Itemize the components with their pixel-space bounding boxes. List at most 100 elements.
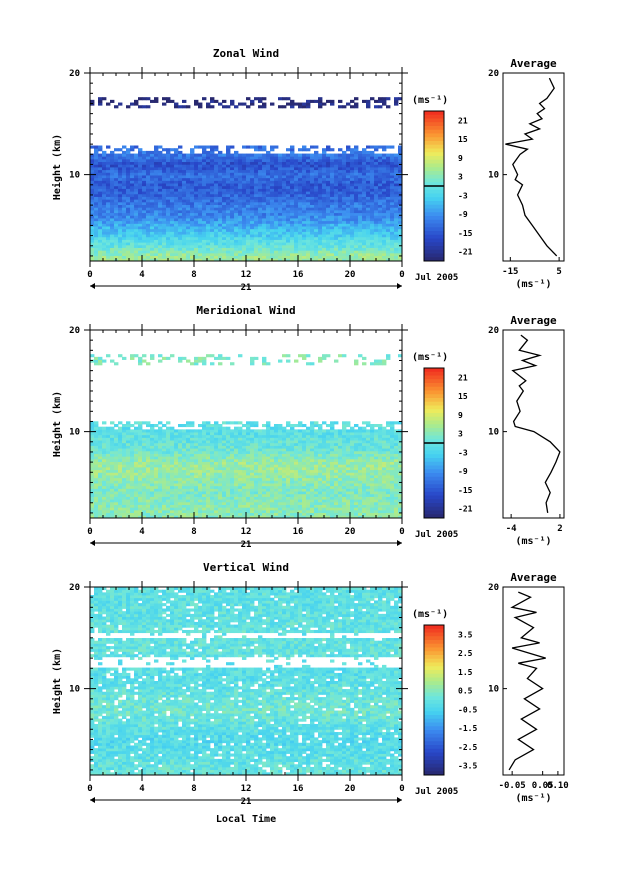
heatmap-cell bbox=[314, 252, 319, 257]
heatmap-cell bbox=[190, 196, 195, 200]
heatmap-cell bbox=[138, 207, 143, 211]
heatmap-cell bbox=[266, 158, 271, 163]
heatmap-cell bbox=[286, 244, 291, 248]
heatmap-cell bbox=[290, 193, 295, 197]
heatmap-cell bbox=[266, 207, 271, 211]
heatmap-cell bbox=[354, 145, 359, 149]
heatmap-cell bbox=[314, 496, 319, 500]
heatmap-cell bbox=[338, 209, 343, 214]
heatmap-cell bbox=[390, 169, 395, 173]
heatmap-cell bbox=[226, 153, 231, 157]
heatmap-cell bbox=[258, 504, 263, 508]
heatmap-cell bbox=[218, 512, 223, 516]
heatmap-cell bbox=[182, 488, 187, 492]
heatmap-cell bbox=[386, 196, 391, 200]
heatmap-cell bbox=[190, 223, 195, 227]
heatmap-cell bbox=[258, 218, 263, 222]
heatmap-cell bbox=[334, 242, 339, 246]
heatmap-cell bbox=[122, 223, 127, 227]
heatmap-cell bbox=[378, 204, 383, 208]
heatmap-cell bbox=[290, 185, 295, 189]
heatmap-cell bbox=[110, 161, 115, 165]
heatmap-cell bbox=[198, 234, 203, 238]
heatmap-cell bbox=[262, 491, 267, 495]
heatmap-cell bbox=[398, 255, 403, 259]
heatmap-cell bbox=[246, 483, 251, 487]
heatmap-cell bbox=[178, 488, 183, 492]
heatmap-cell bbox=[350, 196, 355, 200]
heatmap-cell bbox=[338, 99, 343, 103]
heatmap-cell bbox=[254, 193, 259, 197]
heatmap-cell bbox=[226, 180, 231, 184]
heatmap-cell bbox=[262, 234, 267, 238]
heatmap-cell bbox=[394, 236, 399, 240]
heatmap-cell bbox=[230, 258, 235, 262]
heatmap-cell bbox=[170, 491, 175, 495]
heatmap-cell bbox=[346, 145, 351, 149]
heatmap-cell bbox=[222, 236, 227, 240]
heatmap-cell bbox=[162, 234, 167, 238]
heatmap-cell bbox=[106, 507, 111, 511]
heatmap-cell bbox=[278, 252, 283, 257]
heatmap-cell bbox=[122, 201, 127, 205]
heatmap-cell bbox=[158, 488, 163, 492]
y-axis-label: Height (km) bbox=[51, 134, 63, 200]
heatmap-cell bbox=[166, 97, 171, 101]
heatmap-cell bbox=[130, 220, 135, 224]
heatmap-cell bbox=[314, 207, 319, 211]
heatmap-cell bbox=[370, 183, 375, 187]
heatmap-cell bbox=[378, 483, 383, 487]
heatmap-cell bbox=[106, 215, 111, 219]
heatmap-cell bbox=[122, 515, 127, 519]
heatmap-cell bbox=[390, 491, 395, 495]
heatmap-cell bbox=[358, 158, 363, 163]
heatmap-cell bbox=[298, 475, 303, 479]
heatmap-cell bbox=[274, 207, 279, 211]
heatmap-cell bbox=[322, 483, 327, 487]
heatmap-cell bbox=[378, 258, 383, 262]
heatmap-cell bbox=[194, 469, 199, 473]
heatmap-cell bbox=[206, 177, 211, 181]
heatmap-cell bbox=[218, 231, 223, 235]
heatmap-cell bbox=[138, 105, 143, 109]
heatmap-cell bbox=[342, 201, 347, 205]
heatmap-cell bbox=[398, 228, 403, 232]
heatmap-cell bbox=[318, 509, 323, 514]
heatmap-cell bbox=[162, 255, 167, 259]
heatmap-cell bbox=[206, 466, 211, 471]
heatmap-cell bbox=[318, 236, 323, 240]
heatmap-cell bbox=[110, 236, 115, 240]
heatmap-cell bbox=[174, 512, 179, 516]
heatmap-cell bbox=[394, 188, 399, 192]
heatmap-cell bbox=[106, 234, 111, 238]
heatmap-cell bbox=[226, 504, 231, 508]
heatmap-cell bbox=[198, 228, 203, 232]
heatmap-cell bbox=[374, 148, 379, 152]
heatmap-cell bbox=[362, 501, 367, 505]
heatmap-cell bbox=[142, 244, 147, 248]
heatmap-cell bbox=[122, 199, 127, 203]
heatmap-cell bbox=[250, 236, 255, 240]
heatmap-cell bbox=[346, 191, 351, 195]
heatmap-cell bbox=[134, 212, 139, 216]
heatmap-cell bbox=[186, 483, 191, 487]
heatmap-cell bbox=[134, 145, 139, 149]
heatmap-cell bbox=[326, 183, 331, 187]
heatmap-cell bbox=[110, 483, 115, 487]
heatmap-cell bbox=[142, 488, 147, 492]
heatmap-cell bbox=[374, 153, 379, 157]
heatmap-cell bbox=[210, 199, 215, 203]
heatmap-cell bbox=[278, 512, 283, 516]
heatmap-cell bbox=[210, 488, 215, 492]
heatmap-cell bbox=[302, 193, 307, 197]
heatmap-cell bbox=[266, 153, 271, 157]
heatmap-cell bbox=[282, 207, 287, 211]
heatmap-cell bbox=[254, 236, 259, 240]
avg-x-tick-label: -15 bbox=[502, 267, 518, 277]
heatmap-cell bbox=[226, 161, 231, 165]
heatmap-cell bbox=[126, 239, 131, 243]
heatmap-cell bbox=[350, 493, 355, 497]
heatmap-cell bbox=[238, 228, 243, 232]
heatmap-cell bbox=[358, 475, 363, 479]
heatmap-cell bbox=[342, 236, 347, 240]
